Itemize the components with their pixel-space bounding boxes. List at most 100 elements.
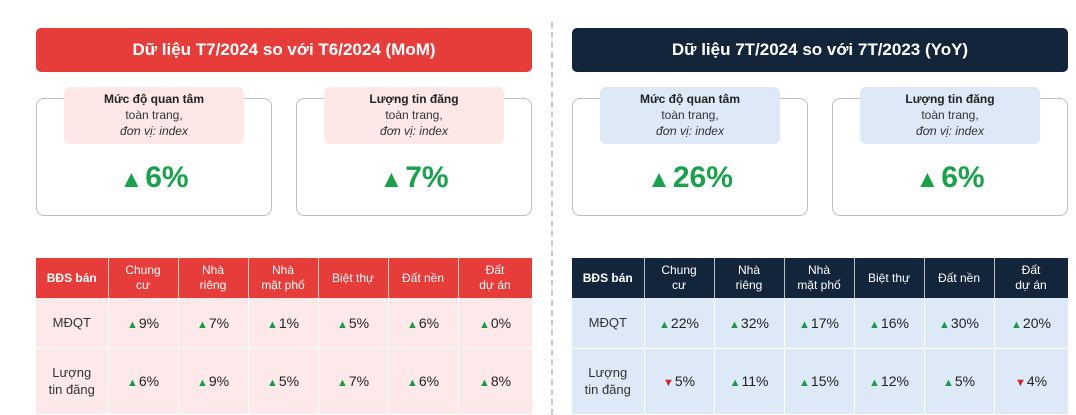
up-arrow-icon: ▲ xyxy=(915,166,940,193)
row-label: Lượng tin đăng xyxy=(36,348,109,415)
up-arrow-icon: ▲ xyxy=(336,318,348,331)
down-arrow-icon: ▼ xyxy=(662,377,674,389)
table-cell: ▲5% xyxy=(248,348,319,415)
panel-divider xyxy=(551,22,553,415)
table-cell: ▲30% xyxy=(924,298,995,349)
up-arrow-icon: ▲ xyxy=(336,377,348,389)
up-arrow-icon: ▲ xyxy=(729,377,741,389)
up-arrow-icon: ▲ xyxy=(799,377,810,389)
up-arrow-icon: ▲ xyxy=(266,377,278,389)
table-header-cell: Biệt thự xyxy=(854,258,925,298)
card-value: ▲6% xyxy=(37,161,271,195)
cell-value: 9% xyxy=(138,314,160,331)
card-label-title: Lượng tin đăng xyxy=(369,92,459,106)
yoy-panel: Dữ liệu 7T/2024 so với 7T/2023 (YoY) Mức… xyxy=(572,28,1069,415)
card-label-scope: toàn trang, xyxy=(661,108,719,122)
table-cell: ▲6% xyxy=(108,348,179,415)
cell-value: 6% xyxy=(138,373,160,389)
up-arrow-icon: ▲ xyxy=(119,166,144,193)
cell-value: 7% xyxy=(348,373,370,389)
cell-value: 5% xyxy=(348,314,370,331)
cell-value: 5% xyxy=(954,373,976,389)
card-value: ▲7% xyxy=(297,161,531,195)
up-arrow-icon: ▲ xyxy=(126,377,138,389)
card-value-text: 26% xyxy=(672,161,733,194)
cell-value: 6% xyxy=(418,314,440,331)
up-arrow-icon: ▲ xyxy=(478,318,490,331)
cell-value: 15% xyxy=(810,373,839,389)
card-label: Lượng tin đăng toàn trang, đơn vị: index xyxy=(324,87,504,144)
cell-value: 16% xyxy=(880,314,909,331)
table-cell: ▲0% xyxy=(458,298,533,349)
table-header-cell: Đất dự án xyxy=(458,258,533,298)
card-value-text: 6% xyxy=(145,161,189,194)
mom-card-interest: Mức độ quan tâm toàn trang, đơn vị: inde… xyxy=(36,87,272,216)
yoy-cards: Mức độ quan tâm toàn trang, đơn vị: inde… xyxy=(572,72,1068,216)
mom-title: Dữ liệu T7/2024 so với T6/2024 (MoM) xyxy=(36,28,532,72)
table-row: Lượng tin đăng ▼5% ▲11% ▲15% ▲12% ▲5% ▼4% xyxy=(572,348,1069,415)
yoy-table: BĐS bán Chung cư Nhà riêng Nhà mặt phố Biệt thự… xyxy=(572,258,1069,415)
table-cell: ▲5% xyxy=(924,348,995,415)
card-label-unit: đơn vị: index xyxy=(120,124,188,138)
table-header-cell: Đất dự án xyxy=(994,258,1069,298)
up-arrow-icon: ▲ xyxy=(196,318,208,331)
card-label-title: Mức độ quan tâm xyxy=(639,92,741,106)
table-header-cell: Nhà mặt phố xyxy=(248,258,319,298)
table-cell: ▲22% xyxy=(644,298,715,349)
card-label-unit: đơn vị: index xyxy=(656,124,724,138)
table-cell: ▼4% xyxy=(994,348,1069,415)
table-header-row: BĐS bán Chung cư Nhà riêng Nhà mặt phố Biệt thự… xyxy=(36,258,533,298)
table-cell: ▲8% xyxy=(458,348,533,415)
card-value: ▲6% xyxy=(833,161,1067,195)
table-header-cell: Biệt thự xyxy=(318,258,389,298)
table-cell: ▲7% xyxy=(178,298,249,349)
cell-value: 6% xyxy=(418,373,440,389)
table-header-cell: Chung cư xyxy=(108,258,179,298)
card-label-scope: toàn trang, xyxy=(385,108,443,122)
table-cell: ▲20% xyxy=(994,298,1069,349)
table-cell: ▲9% xyxy=(108,298,179,349)
row-label: Lượng tin đăng xyxy=(572,348,645,415)
card-label: Mức độ quan tâm toàn trang, đơn vị: inde… xyxy=(600,87,780,144)
up-arrow-icon: ▲ xyxy=(729,318,740,331)
yoy-card-interest: Mức độ quan tâm toàn trang, đơn vị: inde… xyxy=(572,87,808,216)
table-cell: ▲7% xyxy=(318,348,389,415)
up-arrow-icon: ▲ xyxy=(869,318,880,331)
cell-value: 4% xyxy=(1026,373,1048,389)
table-header-row: BĐS bán Chung cư Nhà riêng Nhà mặt phố Biệt thự… xyxy=(572,258,1069,298)
table-cell: ▲12% xyxy=(854,348,925,415)
up-arrow-icon: ▲ xyxy=(126,318,138,331)
cell-value: 7% xyxy=(208,314,230,331)
table-cell: ▲16% xyxy=(854,298,925,349)
table-row: MĐQT ▲22% ▲32% ▲17% ▲16% ▲30% ▲20% xyxy=(572,298,1069,349)
card-label: Lượng tin đăng toàn trang, đơn vị: index xyxy=(860,87,1040,144)
table-header-cell: Nhà riêng xyxy=(714,258,785,298)
card-value-text: 6% xyxy=(941,161,985,194)
table-cell: ▲9% xyxy=(178,348,249,415)
card-label-scope: toàn trang, xyxy=(921,108,979,122)
cell-value: 11% xyxy=(741,373,769,389)
cell-value: 0% xyxy=(490,314,512,331)
card-label-title: Lượng tin đăng xyxy=(905,92,995,106)
yoy-title: Dữ liệu 7T/2024 so với 7T/2023 (YoY) xyxy=(572,28,1068,72)
card-label-unit: đơn vị: index xyxy=(916,124,984,138)
cell-value: 22% xyxy=(670,314,699,331)
table-cell: ▲1% xyxy=(248,298,319,349)
table-header-cell: Nhà mặt phố xyxy=(784,258,855,298)
card-label: Mức độ quan tâm toàn trang, đơn vị: inde… xyxy=(64,87,244,144)
mom-cards: Mức độ quan tâm toàn trang, đơn vị: inde… xyxy=(36,72,532,216)
card-label-title: Mức độ quan tâm xyxy=(103,92,205,106)
table-header-cell: BĐS bán xyxy=(572,258,645,298)
row-label: MĐQT xyxy=(36,298,109,349)
cell-value: 1% xyxy=(278,314,300,331)
cell-value: 9% xyxy=(208,373,230,389)
table-cell: ▲32% xyxy=(714,298,785,349)
cell-value: 8% xyxy=(490,373,512,389)
cell-value: 12% xyxy=(880,373,909,389)
up-arrow-icon: ▲ xyxy=(869,377,880,389)
cell-value: 32% xyxy=(740,314,769,331)
card-value: ▲26% xyxy=(573,161,807,195)
up-arrow-icon: ▲ xyxy=(647,166,671,193)
table-cell: ▲6% xyxy=(388,298,459,349)
mom-panel: Dữ liệu T7/2024 so với T6/2024 (MoM) Mức… xyxy=(36,28,533,415)
